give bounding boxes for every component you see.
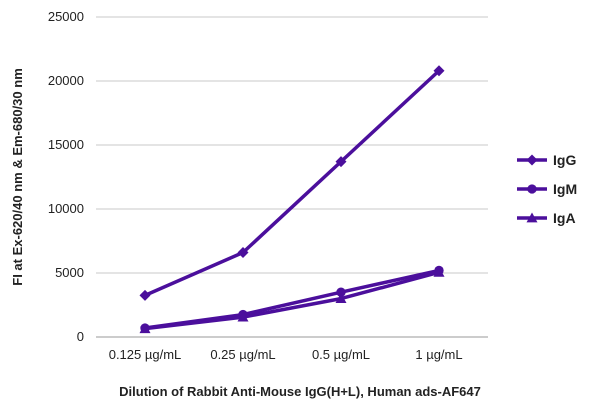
legend-label: IgM bbox=[553, 181, 577, 197]
legend: IgG IgM IgA bbox=[517, 152, 577, 226]
data-point-iga bbox=[139, 323, 151, 334]
data-point-iga bbox=[237, 311, 249, 322]
y-tick-label: 10000 bbox=[48, 201, 84, 216]
y-tick-label: 0 bbox=[77, 329, 84, 344]
legend-item-igg: IgG bbox=[517, 152, 576, 168]
data-point-iga bbox=[335, 293, 347, 303]
series-line-igg bbox=[144, 69, 441, 298]
series-igg bbox=[139, 65, 445, 301]
x-axis-title: Dilution of Rabbit Anti-Mouse IgG(H+L), … bbox=[119, 384, 481, 399]
y-tick-label: 20000 bbox=[48, 73, 84, 88]
x-tick-label: 0.5 µg/mL bbox=[312, 347, 370, 362]
x-axis-ticks: 0.125 µg/mL 0.25 µg/mL 0.5 µg/mL 1 µg/mL bbox=[109, 347, 463, 362]
legend-item-igm: IgM bbox=[517, 181, 577, 197]
data-point-igg bbox=[335, 156, 347, 168]
data-point-igg bbox=[433, 65, 445, 77]
y-axis-title: FI at Ex-620/40 nm & Em-680/30 nm bbox=[10, 68, 25, 285]
legend-marker bbox=[526, 212, 538, 223]
y-axis-ticks: 0 5000 10000 15000 20000 25000 bbox=[48, 9, 84, 344]
y-tick-label: 15000 bbox=[48, 137, 84, 152]
legend-marker bbox=[526, 154, 538, 166]
data-point-iga bbox=[433, 266, 445, 277]
legend-label: IgA bbox=[553, 210, 576, 226]
series-line-igm bbox=[144, 268, 440, 330]
gridlines bbox=[96, 16, 488, 274]
data-point-igg bbox=[139, 289, 151, 301]
series-line-iga bbox=[144, 270, 440, 331]
data-point-igm bbox=[336, 287, 346, 297]
legend-item-iga: IgA bbox=[517, 210, 576, 226]
x-tick-label: 0.25 µg/mL bbox=[210, 347, 275, 362]
legend-label: IgG bbox=[553, 152, 576, 168]
series-iga bbox=[139, 266, 445, 334]
y-tick-label: 25000 bbox=[48, 9, 84, 24]
legend-marker bbox=[527, 184, 537, 194]
data-point-igg bbox=[237, 247, 249, 259]
x-tick-label: 1 µg/mL bbox=[415, 347, 462, 362]
series-layer bbox=[139, 65, 445, 334]
x-tick-label: 0.125 µg/mL bbox=[109, 347, 182, 362]
y-tick-label: 5000 bbox=[55, 265, 84, 280]
